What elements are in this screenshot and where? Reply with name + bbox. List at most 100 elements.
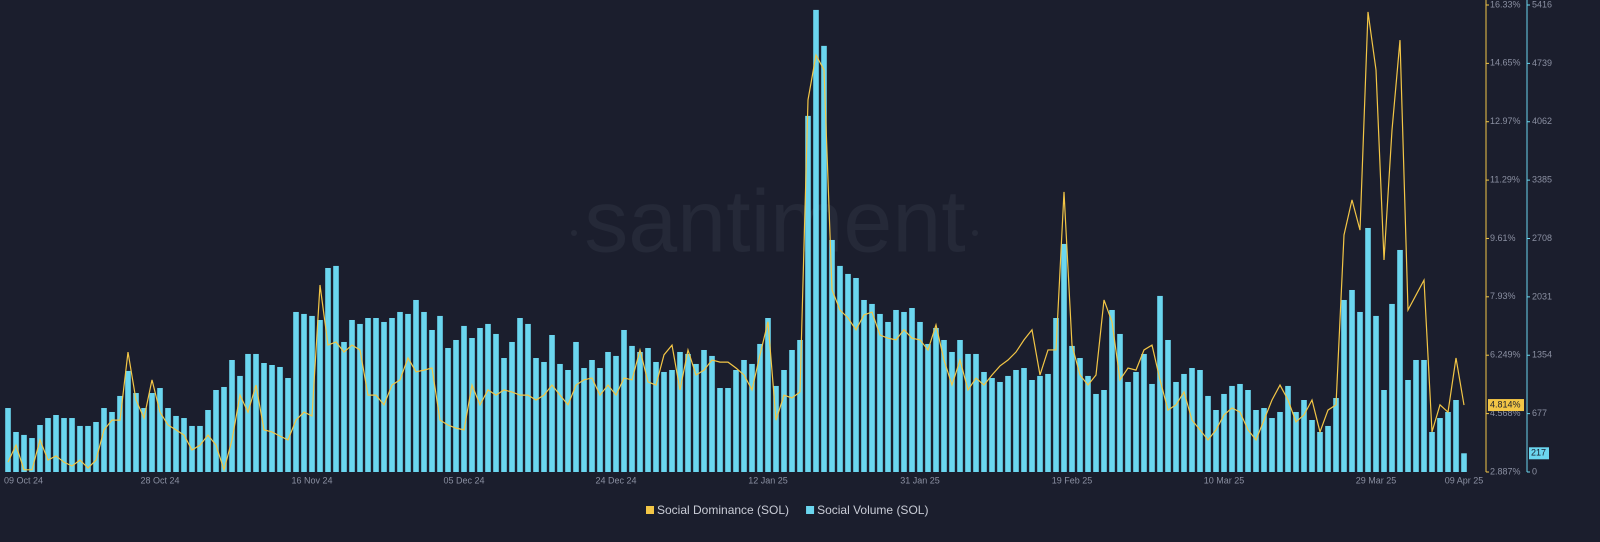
bar — [1005, 375, 1011, 472]
bar — [645, 348, 651, 472]
bar — [837, 265, 843, 472]
bar — [85, 425, 91, 472]
bar — [1245, 389, 1251, 472]
bar — [1269, 418, 1275, 472]
y2-tick-label: 2708 — [1532, 233, 1552, 243]
y-tick-label: 9.61% — [1490, 233, 1516, 243]
bar — [501, 358, 507, 472]
bar — [693, 363, 699, 472]
bar — [1405, 379, 1411, 472]
bar — [1141, 353, 1147, 472]
y2-tick-label: 0 — [1532, 466, 1537, 476]
legend-swatch — [646, 506, 654, 514]
bar — [1197, 369, 1203, 472]
bar — [1229, 385, 1235, 472]
bar — [461, 325, 467, 472]
bar — [1029, 379, 1035, 472]
bar — [1453, 400, 1459, 472]
x-tick-label: 19 Feb 25 — [1052, 475, 1093, 485]
bar — [1445, 411, 1451, 472]
bar — [325, 267, 331, 472]
bar — [1341, 299, 1347, 472]
bar — [845, 273, 851, 472]
latest-label: 217 — [1531, 448, 1546, 458]
bar — [749, 363, 755, 472]
bar — [1253, 410, 1259, 472]
bar — [605, 351, 611, 472]
bar — [477, 328, 483, 472]
bar — [1109, 309, 1115, 472]
bar — [741, 359, 747, 472]
bar — [493, 333, 499, 472]
bar — [109, 411, 115, 472]
bar — [1149, 383, 1155, 472]
bar — [437, 315, 443, 472]
bar — [533, 358, 539, 472]
y2-tick-label: 4062 — [1532, 116, 1552, 126]
bar — [1093, 393, 1099, 472]
bar — [333, 265, 339, 472]
bar — [165, 408, 171, 472]
bar — [685, 353, 691, 472]
bar — [1301, 400, 1307, 472]
bar — [1381, 389, 1387, 472]
y2-tick-label: 3385 — [1532, 175, 1552, 185]
bar — [405, 313, 411, 472]
latest-tag — [1529, 447, 1549, 460]
bar — [197, 425, 203, 472]
bar — [525, 323, 531, 472]
y-tick-label: 12.97% — [1490, 116, 1521, 126]
y-tick-label: 16.33% — [1490, 0, 1521, 9]
bar — [1309, 420, 1315, 472]
bar — [397, 311, 403, 472]
bar — [29, 438, 35, 472]
bar — [1293, 411, 1299, 472]
bar — [1013, 369, 1019, 472]
bar — [1181, 373, 1187, 472]
bar — [589, 359, 595, 472]
latest-tag — [1488, 399, 1524, 412]
bar — [829, 239, 835, 472]
bar — [1397, 249, 1403, 472]
bar — [565, 369, 571, 472]
bar — [485, 323, 491, 472]
bar — [941, 339, 947, 472]
bar — [389, 318, 395, 472]
bar — [117, 395, 123, 472]
bar — [453, 339, 459, 472]
bar — [541, 361, 547, 472]
bar — [181, 418, 187, 472]
bar — [949, 351, 955, 472]
bar — [1373, 315, 1379, 472]
bar — [773, 385, 779, 472]
bar — [317, 319, 323, 472]
bar — [1357, 311, 1363, 472]
bar — [45, 418, 51, 472]
bar — [1165, 339, 1171, 472]
bar — [797, 339, 803, 472]
bar — [925, 343, 931, 472]
bar — [1413, 359, 1419, 472]
bar — [1045, 373, 1051, 472]
bar — [1061, 243, 1067, 472]
bar — [853, 277, 859, 472]
bar — [757, 343, 763, 472]
bar — [173, 415, 179, 472]
latest-label: 4.814% — [1490, 399, 1521, 409]
bar — [1213, 410, 1219, 472]
bar — [965, 353, 971, 472]
x-tick-label: 05 Dec 24 — [443, 475, 484, 485]
bar — [1365, 227, 1371, 472]
bar — [53, 415, 59, 472]
bar — [277, 366, 283, 472]
bar — [269, 364, 275, 472]
line — [7, 11, 1465, 472]
x-tick-label: 09 Oct 24 — [4, 475, 43, 485]
y-tick-label: 4.568% — [1490, 408, 1521, 418]
bar — [597, 368, 603, 472]
bar — [901, 311, 907, 472]
bar — [1277, 411, 1283, 472]
bar — [205, 410, 211, 472]
bar — [973, 353, 979, 472]
bar — [285, 378, 291, 472]
